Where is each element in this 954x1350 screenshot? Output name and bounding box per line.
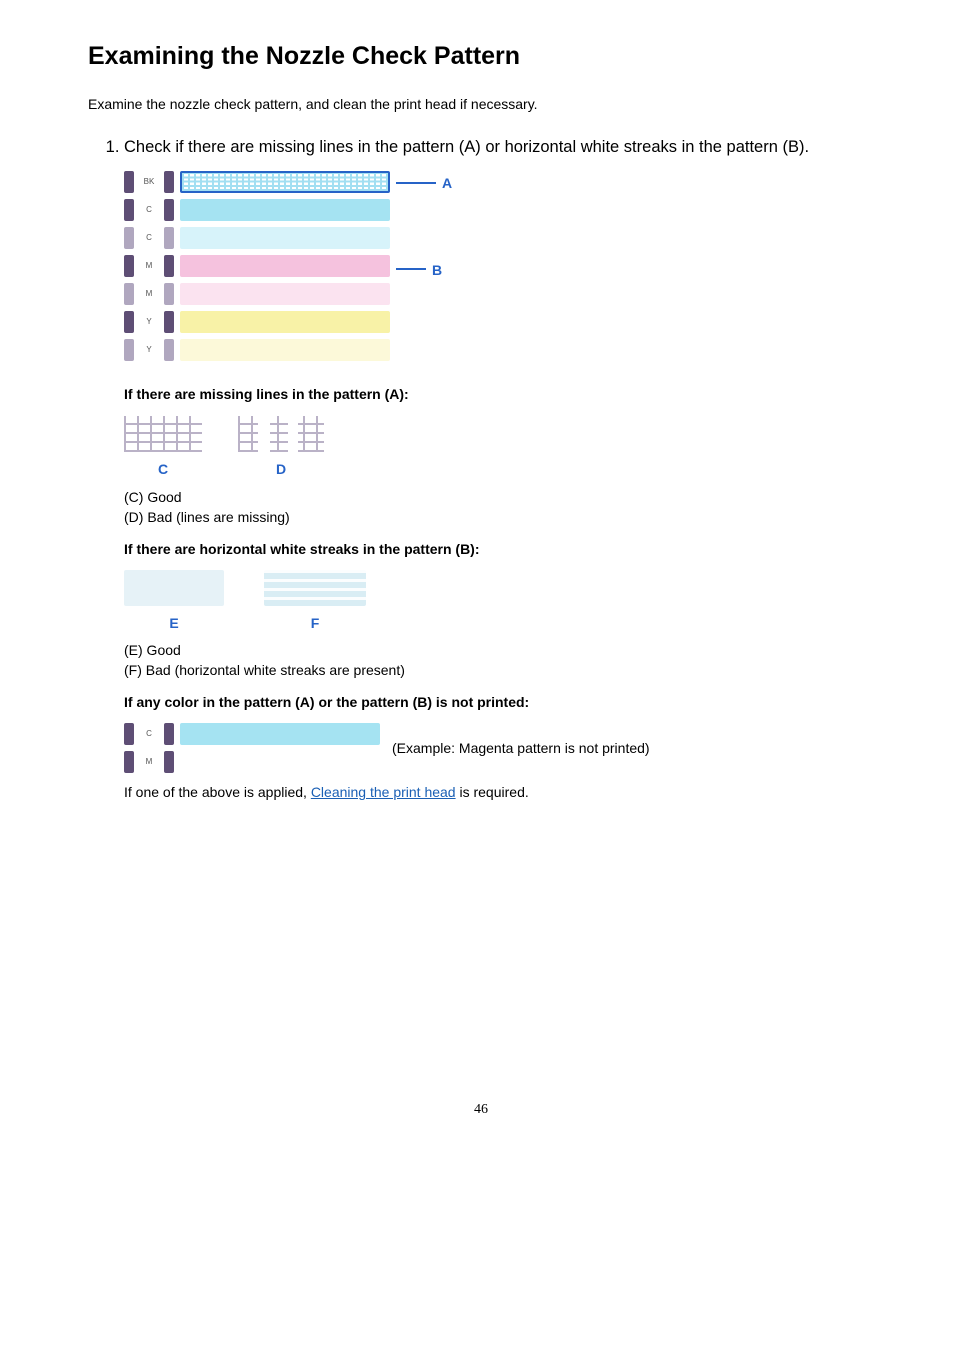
text-f: (F) Bad (horizontal white streaks are pr… — [124, 661, 874, 679]
page-number: 46 — [88, 1101, 874, 1119]
pattern-d — [238, 416, 324, 452]
step-1: Check if there are missing lines in the … — [124, 135, 874, 160]
color-block — [180, 339, 390, 361]
pattern-row: M — [124, 283, 390, 305]
row-label: C — [140, 233, 158, 243]
swatch-left — [124, 723, 134, 745]
swatch-right — [164, 751, 174, 773]
swatch-left — [124, 171, 134, 193]
grid-pattern-a — [180, 171, 390, 193]
color-block — [180, 723, 380, 745]
step-1-detail: BK C C M M Y Y A B If there are missing lines … — [124, 171, 874, 801]
swatch-left — [124, 255, 134, 277]
text-d: (D) Bad (lines are missing) — [124, 508, 874, 526]
page-title: Examining the Nozzle Check Pattern — [88, 40, 874, 73]
pattern-row: Y — [124, 339, 390, 361]
row-label: BK — [140, 177, 158, 187]
row-label: Y — [140, 317, 158, 327]
color-block — [180, 283, 390, 305]
row-label: M — [140, 757, 158, 767]
color-block — [180, 311, 390, 333]
steps-list: Check if there are missing lines in the … — [88, 135, 874, 160]
row-label: C — [140, 205, 158, 215]
pattern-row: C — [124, 227, 390, 249]
pattern-row: BK — [124, 171, 390, 193]
swatch-right — [164, 723, 174, 745]
swatch-left — [124, 751, 134, 773]
figure-e-f: E F — [124, 570, 874, 632]
label-c: C — [158, 460, 168, 478]
text-c: (C) Good — [124, 488, 874, 506]
text-e: (E) Good — [124, 641, 874, 659]
callout-label-a: A — [442, 174, 452, 192]
swatch-left — [124, 199, 134, 221]
swatch-left — [124, 339, 134, 361]
example-text: (Example: Magenta pattern is not printed… — [392, 739, 650, 757]
swatch-right — [164, 199, 174, 221]
swatch-left — [124, 227, 134, 249]
pattern-row: M — [124, 255, 390, 277]
cleaning-link[interactable]: Cleaning the print head — [311, 784, 456, 800]
closing-text: If one of the above is applied, Cleaning… — [124, 783, 874, 801]
row-label: M — [140, 289, 158, 299]
swatch-left — [124, 283, 134, 305]
pattern-row: C — [124, 199, 390, 221]
color-block — [180, 199, 390, 221]
swatch-right — [164, 339, 174, 361]
section-head-b: If there are horizontal white streaks in… — [124, 540, 874, 558]
label-e: E — [169, 614, 178, 632]
color-block — [180, 255, 390, 277]
pattern-row: C — [124, 723, 380, 745]
swatch-right — [164, 171, 174, 193]
row-label: C — [140, 729, 158, 739]
figure-pattern-overview: BK C C M M Y Y A B — [124, 171, 874, 371]
row-label: M — [140, 261, 158, 271]
pattern-e — [124, 570, 224, 606]
label-f: F — [311, 614, 320, 632]
section-head-a: If there are missing lines in the patter… — [124, 385, 874, 403]
color-block — [180, 751, 380, 773]
row-label: Y — [140, 345, 158, 355]
callout-label-b: B — [432, 261, 442, 279]
label-d: D — [276, 460, 286, 478]
swatch-right — [164, 283, 174, 305]
figure-c-d: C D — [124, 416, 874, 478]
pattern-row: M — [124, 751, 380, 773]
swatch-right — [164, 227, 174, 249]
callout-line-a — [396, 182, 436, 184]
swatch-right — [164, 255, 174, 277]
swatch-left — [124, 311, 134, 333]
closing-before: If one of the above is applied, — [124, 784, 311, 800]
color-block — [180, 227, 390, 249]
intro-text: Examine the nozzle check pattern, and cl… — [88, 95, 874, 113]
callout-line-b — [396, 268, 426, 270]
figure-not-printed: C M (Example: Magenta pattern is not prin… — [124, 723, 874, 773]
closing-after: is required. — [456, 784, 529, 800]
section-head-notprinted: If any color in the pattern (A) or the p… — [124, 693, 874, 711]
pattern-c — [124, 416, 202, 452]
swatch-right — [164, 311, 174, 333]
pattern-row: Y — [124, 311, 390, 333]
pattern-f — [264, 570, 366, 606]
